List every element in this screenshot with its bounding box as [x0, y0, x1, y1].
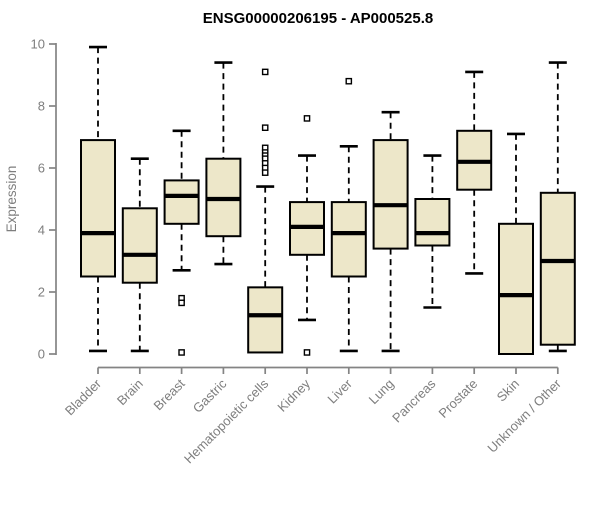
boxplot-unknown-other [539, 61, 576, 353]
boxplot-prostate [456, 70, 493, 275]
y-tick-label-6: 6 [38, 161, 45, 176]
outlier-point [261, 169, 269, 176]
y-tick-label-4: 4 [38, 223, 45, 238]
boxplot-bladder [80, 45, 116, 353]
boxplot-hematopoietic-cells [247, 68, 284, 354]
y-tick-label-8: 8 [38, 99, 45, 114]
x-tick-label-gastric: Gastric [190, 376, 230, 416]
outlier-point [303, 115, 311, 122]
outlier-point [303, 349, 311, 356]
iqr-box [80, 139, 116, 278]
y-tick-label-2: 2 [38, 285, 45, 300]
x-tick-label-brain: Brain [114, 376, 146, 408]
x-tick-label-liver: Liver [324, 376, 355, 407]
boxplot-skin [498, 132, 534, 355]
boxplot-breast [163, 129, 200, 356]
outlier-point [178, 349, 185, 356]
outlier-point [178, 299, 185, 307]
boxplot-brain [121, 157, 158, 353]
iqr-box [247, 286, 284, 354]
iqr-box [372, 139, 409, 250]
x-tick-label-unknown-other: Unknown / Other [484, 376, 564, 456]
x-tick-label-kidney: Kidney [274, 376, 313, 415]
x-tick-label-skin: Skin [494, 376, 522, 404]
x-tick-label-lung: Lung [366, 376, 397, 407]
y-axis-label: Expression [4, 166, 19, 233]
iqr-box [121, 207, 158, 284]
boxplot-pancreas [414, 154, 451, 309]
boxplot-kidney [289, 115, 325, 356]
x-tick-label-pancreas: Pancreas [389, 376, 439, 426]
x-tick-label-bladder: Bladder [62, 376, 105, 419]
x-tick-label-breast: Breast [151, 376, 188, 413]
chart-title: ENSG00000206195 - AP000525.8 [203, 10, 433, 27]
x-tick-label-prostate: Prostate [435, 376, 480, 421]
iqr-box [539, 191, 576, 346]
outlier-point [345, 77, 353, 85]
outlier-point [261, 68, 269, 76]
boxplot-gastric [205, 61, 242, 266]
iqr-box [163, 179, 200, 225]
y-tick-label-0: 0 [38, 347, 45, 362]
boxplot-liver [330, 77, 367, 353]
iqr-box [414, 198, 451, 247]
boxplot-lung [372, 110, 409, 353]
y-tick-label-10: 10 [31, 37, 45, 52]
outlier-point [261, 124, 269, 131]
iqr-box [330, 201, 367, 278]
iqr-box [498, 222, 534, 355]
